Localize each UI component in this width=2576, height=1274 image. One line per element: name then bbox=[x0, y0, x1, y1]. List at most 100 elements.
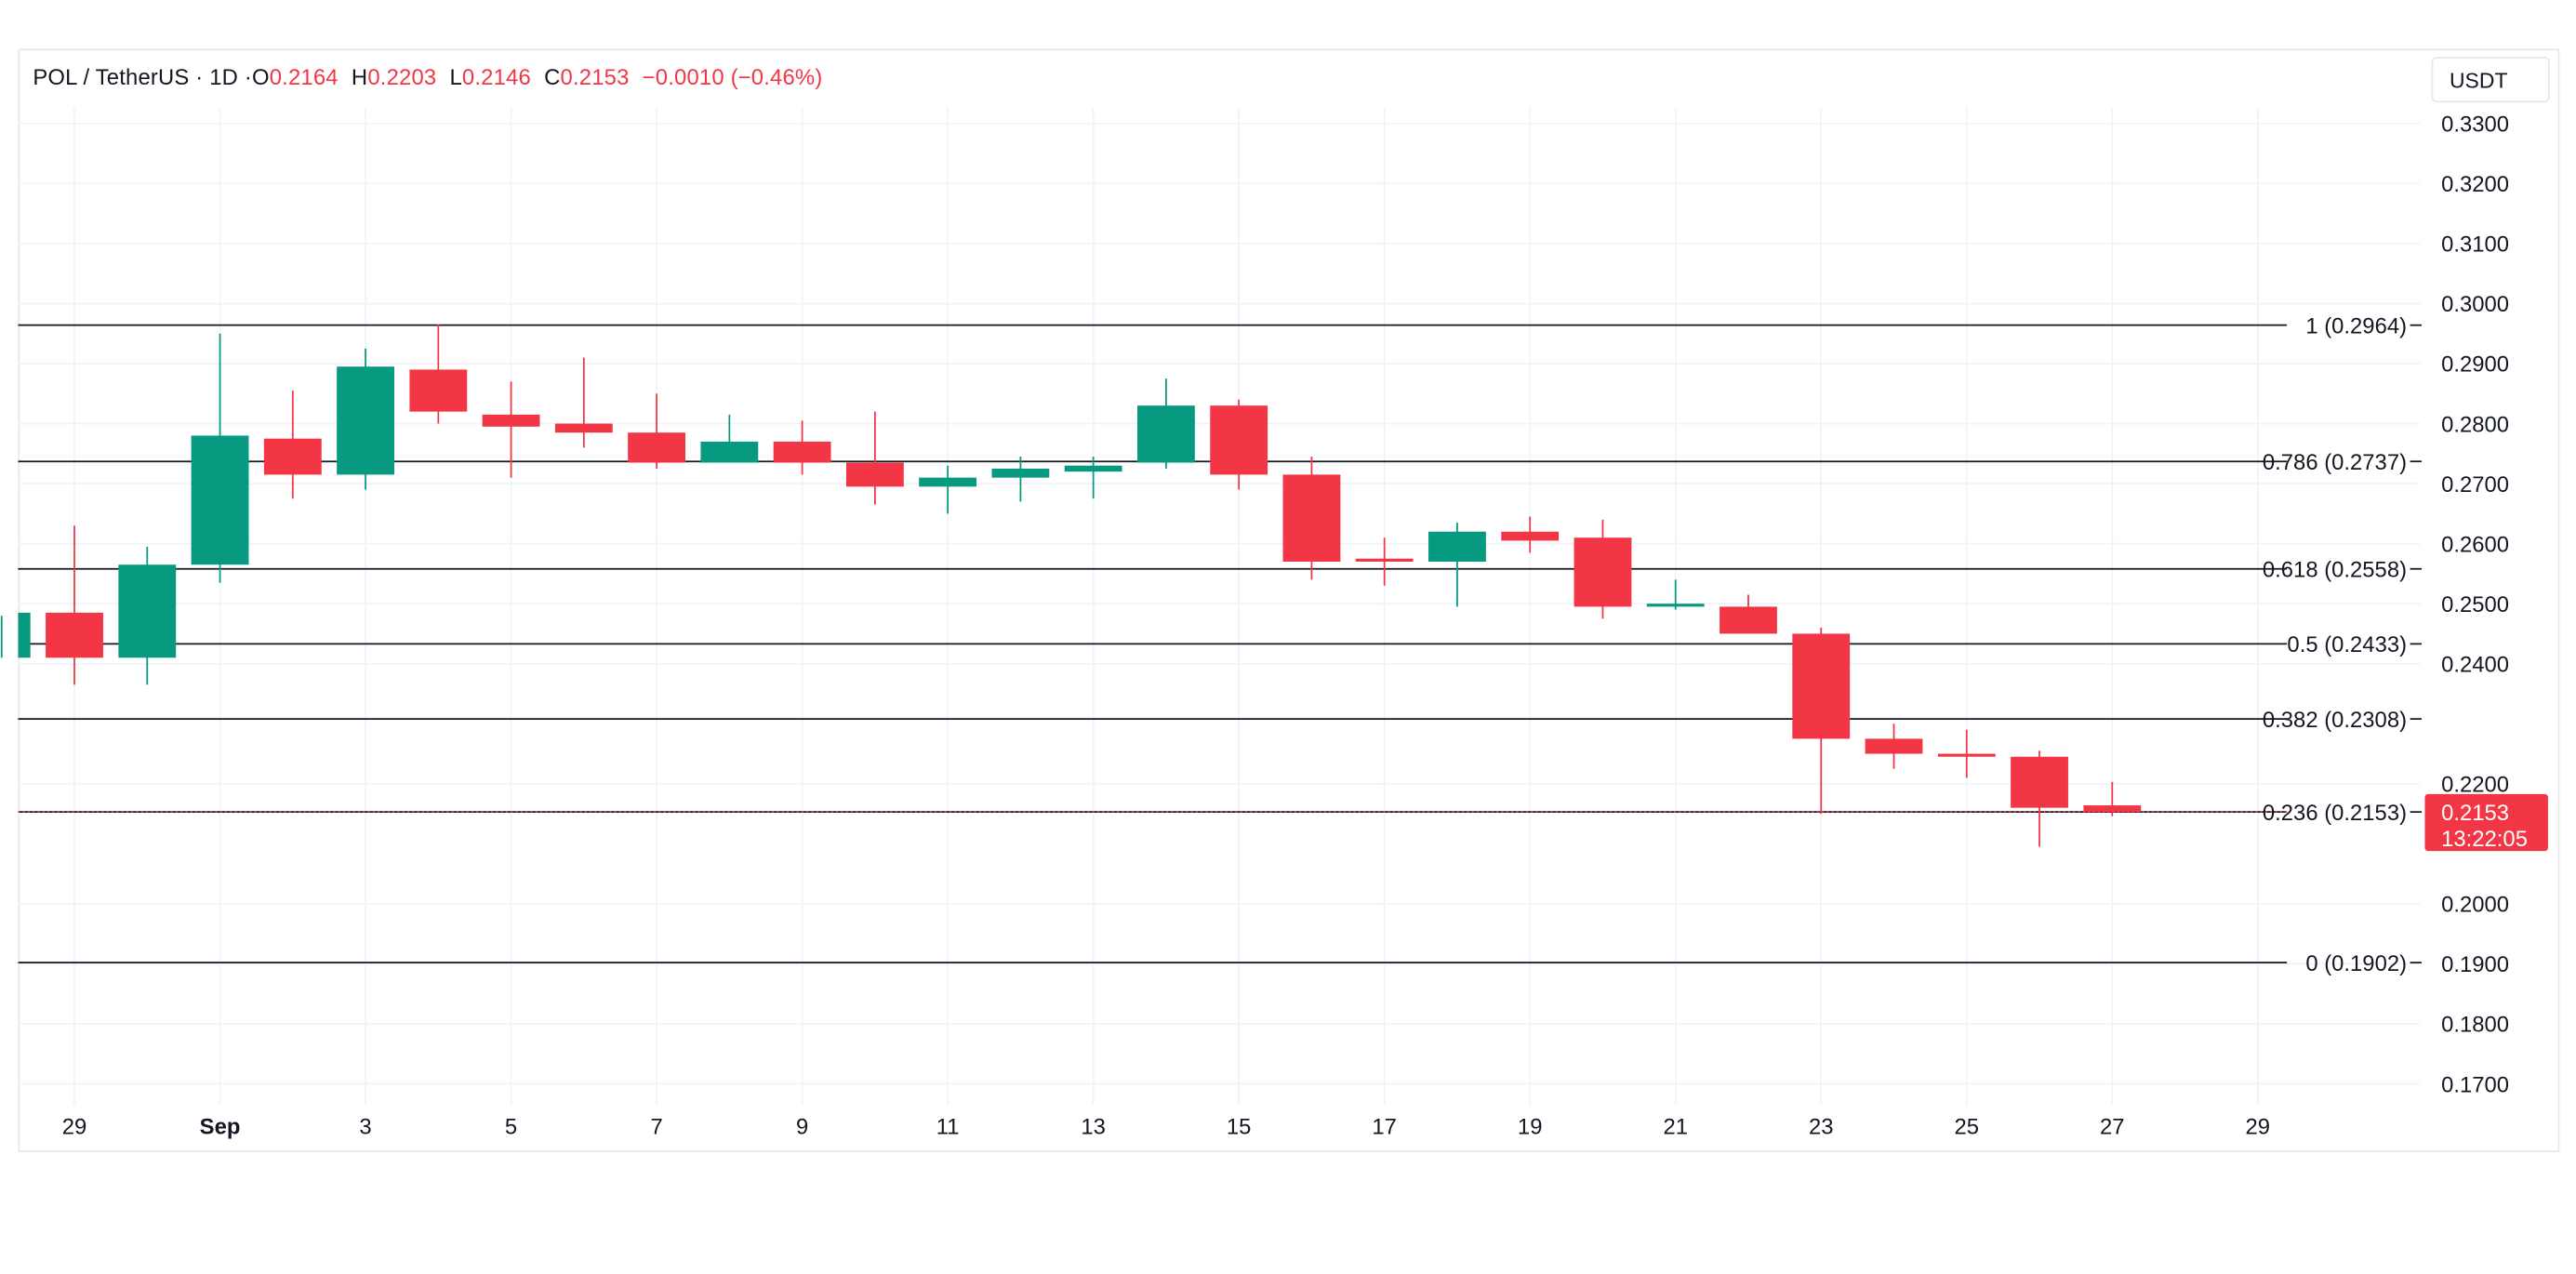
change-value: −0.0010 (−0.46%) bbox=[642, 64, 823, 90]
candle-down[interactable] bbox=[409, 325, 468, 424]
currency-button[interactable]: USDT bbox=[2431, 57, 2550, 103]
y-tick-label: 0.1800 bbox=[2441, 1014, 2509, 1038]
low-label: L bbox=[449, 64, 462, 90]
chart-panel[interactable] bbox=[18, 48, 2560, 1152]
y-tick-label: 0.3100 bbox=[2441, 233, 2509, 258]
x-tick-label: 11 bbox=[936, 1116, 960, 1140]
candle-up[interactable] bbox=[991, 457, 1050, 502]
candle-down[interactable] bbox=[1573, 519, 1632, 619]
y-tick-label: 0.2600 bbox=[2441, 533, 2509, 557]
candle-body bbox=[1137, 405, 1195, 463]
x-tick-label: 25 bbox=[1955, 1116, 1980, 1140]
symbol-legend[interactable]: POL / TetherUS · 1D ·O0.2164 H0.2203 L0.21… bbox=[33, 65, 822, 89]
time-axis[interactable]: 29 Sep 3 5 7 9 11 13 15 17 19 21 23 25 27 29 bbox=[62, 1116, 2270, 1140]
y-tick-label: 0.3000 bbox=[2441, 293, 2509, 317]
fib-level-label: 0.236 (0.2153) bbox=[2263, 802, 2407, 826]
price-axis[interactable]: 0.3300 0.3200 0.3100 0.3000 0.2900 0.2800 0.27… bbox=[2441, 113, 2509, 1098]
close-value: 0.2153 bbox=[560, 64, 630, 90]
fib-level-label: 0.382 (0.2308) bbox=[2263, 709, 2407, 733]
low-value: 0.2146 bbox=[461, 64, 531, 90]
candle-down[interactable] bbox=[482, 381, 540, 478]
y-tick-label: 0.2500 bbox=[2441, 593, 2509, 617]
x-tick-label: 5 bbox=[505, 1116, 517, 1140]
bar-countdown: 13:22:05 bbox=[2441, 828, 2528, 852]
candle-body bbox=[1282, 474, 1341, 562]
open-value: 0.2164 bbox=[269, 64, 339, 90]
candle-up[interactable] bbox=[1137, 378, 1195, 469]
candle-body bbox=[628, 432, 686, 463]
fib-level-label: 0.5 (0.2433) bbox=[2287, 633, 2407, 657]
x-tick-label: 19 bbox=[1518, 1116, 1543, 1140]
open-label: O bbox=[252, 64, 270, 90]
candle-down[interactable] bbox=[1792, 627, 1851, 815]
candle-up[interactable] bbox=[700, 414, 759, 463]
candle-body bbox=[773, 441, 831, 463]
candle-body bbox=[263, 438, 322, 475]
y-tick-label: 0.1900 bbox=[2441, 953, 2509, 977]
symbol-title[interactable]: POL / TetherUS · 1D · bbox=[33, 64, 253, 90]
candle-body bbox=[1355, 558, 1414, 562]
fib-level-label: 0 (0.1902) bbox=[2305, 952, 2407, 976]
candle-body bbox=[337, 366, 394, 475]
last-price-tag: 0.2153 13:22:05 bbox=[2424, 793, 2548, 852]
close-label: C bbox=[544, 64, 561, 90]
high-label: H bbox=[351, 64, 368, 90]
fib-level-label: 0.618 (0.2558) bbox=[2263, 559, 2407, 583]
candle-down[interactable] bbox=[773, 420, 831, 475]
x-tick-label: 15 bbox=[1227, 1116, 1252, 1140]
candle-down[interactable] bbox=[628, 393, 686, 469]
candle-up[interactable] bbox=[191, 333, 249, 583]
candle-up[interactable] bbox=[1646, 579, 1705, 610]
candle-body bbox=[1210, 405, 1268, 475]
last-price-value: 0.2153 bbox=[2441, 802, 2509, 826]
candle-down[interactable] bbox=[845, 411, 904, 505]
candle-up[interactable] bbox=[118, 546, 177, 685]
candle-down[interactable] bbox=[1937, 729, 1996, 778]
candle-body bbox=[2083, 805, 2142, 813]
high-value: 0.2203 bbox=[367, 64, 437, 90]
candle-down[interactable] bbox=[1282, 457, 1341, 580]
candle-down[interactable] bbox=[263, 391, 322, 499]
candle-body bbox=[919, 477, 977, 487]
candle-down[interactable] bbox=[1865, 723, 1923, 769]
candle-body bbox=[700, 441, 759, 463]
y-tick-label: 0.2900 bbox=[2441, 353, 2509, 378]
y-tick-label: 0.2700 bbox=[2441, 473, 2509, 498]
candle-body bbox=[991, 468, 1050, 478]
x-tick-label: Sep bbox=[200, 1116, 241, 1140]
candle-up[interactable] bbox=[0, 612, 31, 658]
candle-body bbox=[46, 612, 103, 658]
candle-down[interactable] bbox=[1210, 399, 1268, 490]
fib-level-label: 1 (0.2964) bbox=[2305, 315, 2407, 339]
candle-down[interactable] bbox=[1355, 537, 1414, 586]
candle-up[interactable] bbox=[1428, 523, 1486, 607]
fib-level-label: 0.786 (0.2737) bbox=[2263, 451, 2407, 475]
y-tick-label: 0.1700 bbox=[2441, 1073, 2509, 1097]
candles[interactable] bbox=[0, 325, 2142, 847]
candle-body bbox=[118, 564, 177, 658]
candle-body bbox=[1865, 738, 1923, 754]
candle-down[interactable] bbox=[1501, 516, 1560, 553]
y-tick-label: 0.2800 bbox=[2441, 413, 2509, 437]
candle-down[interactable] bbox=[1720, 594, 1777, 634]
x-tick-label: 27 bbox=[2100, 1116, 2125, 1140]
grid-lines bbox=[18, 107, 2421, 1106]
candle-down[interactable] bbox=[2011, 750, 2068, 847]
candle-up[interactable] bbox=[1064, 457, 1122, 499]
x-tick-label: 9 bbox=[796, 1116, 808, 1140]
candle-body bbox=[2011, 756, 2068, 808]
candle-body bbox=[482, 414, 540, 427]
y-tick-label: 0.2400 bbox=[2441, 654, 2509, 678]
candle-body bbox=[409, 369, 468, 412]
y-tick-label: 0.3200 bbox=[2441, 173, 2509, 197]
candle-down[interactable] bbox=[554, 357, 613, 448]
candle-up[interactable] bbox=[337, 348, 394, 490]
candle-body bbox=[18, 612, 31, 658]
candle-body bbox=[1573, 537, 1632, 607]
candle-down[interactable] bbox=[2083, 781, 2142, 816]
candle-up[interactable] bbox=[919, 465, 977, 514]
candle-body bbox=[1792, 633, 1851, 739]
candle-down[interactable] bbox=[46, 525, 103, 685]
